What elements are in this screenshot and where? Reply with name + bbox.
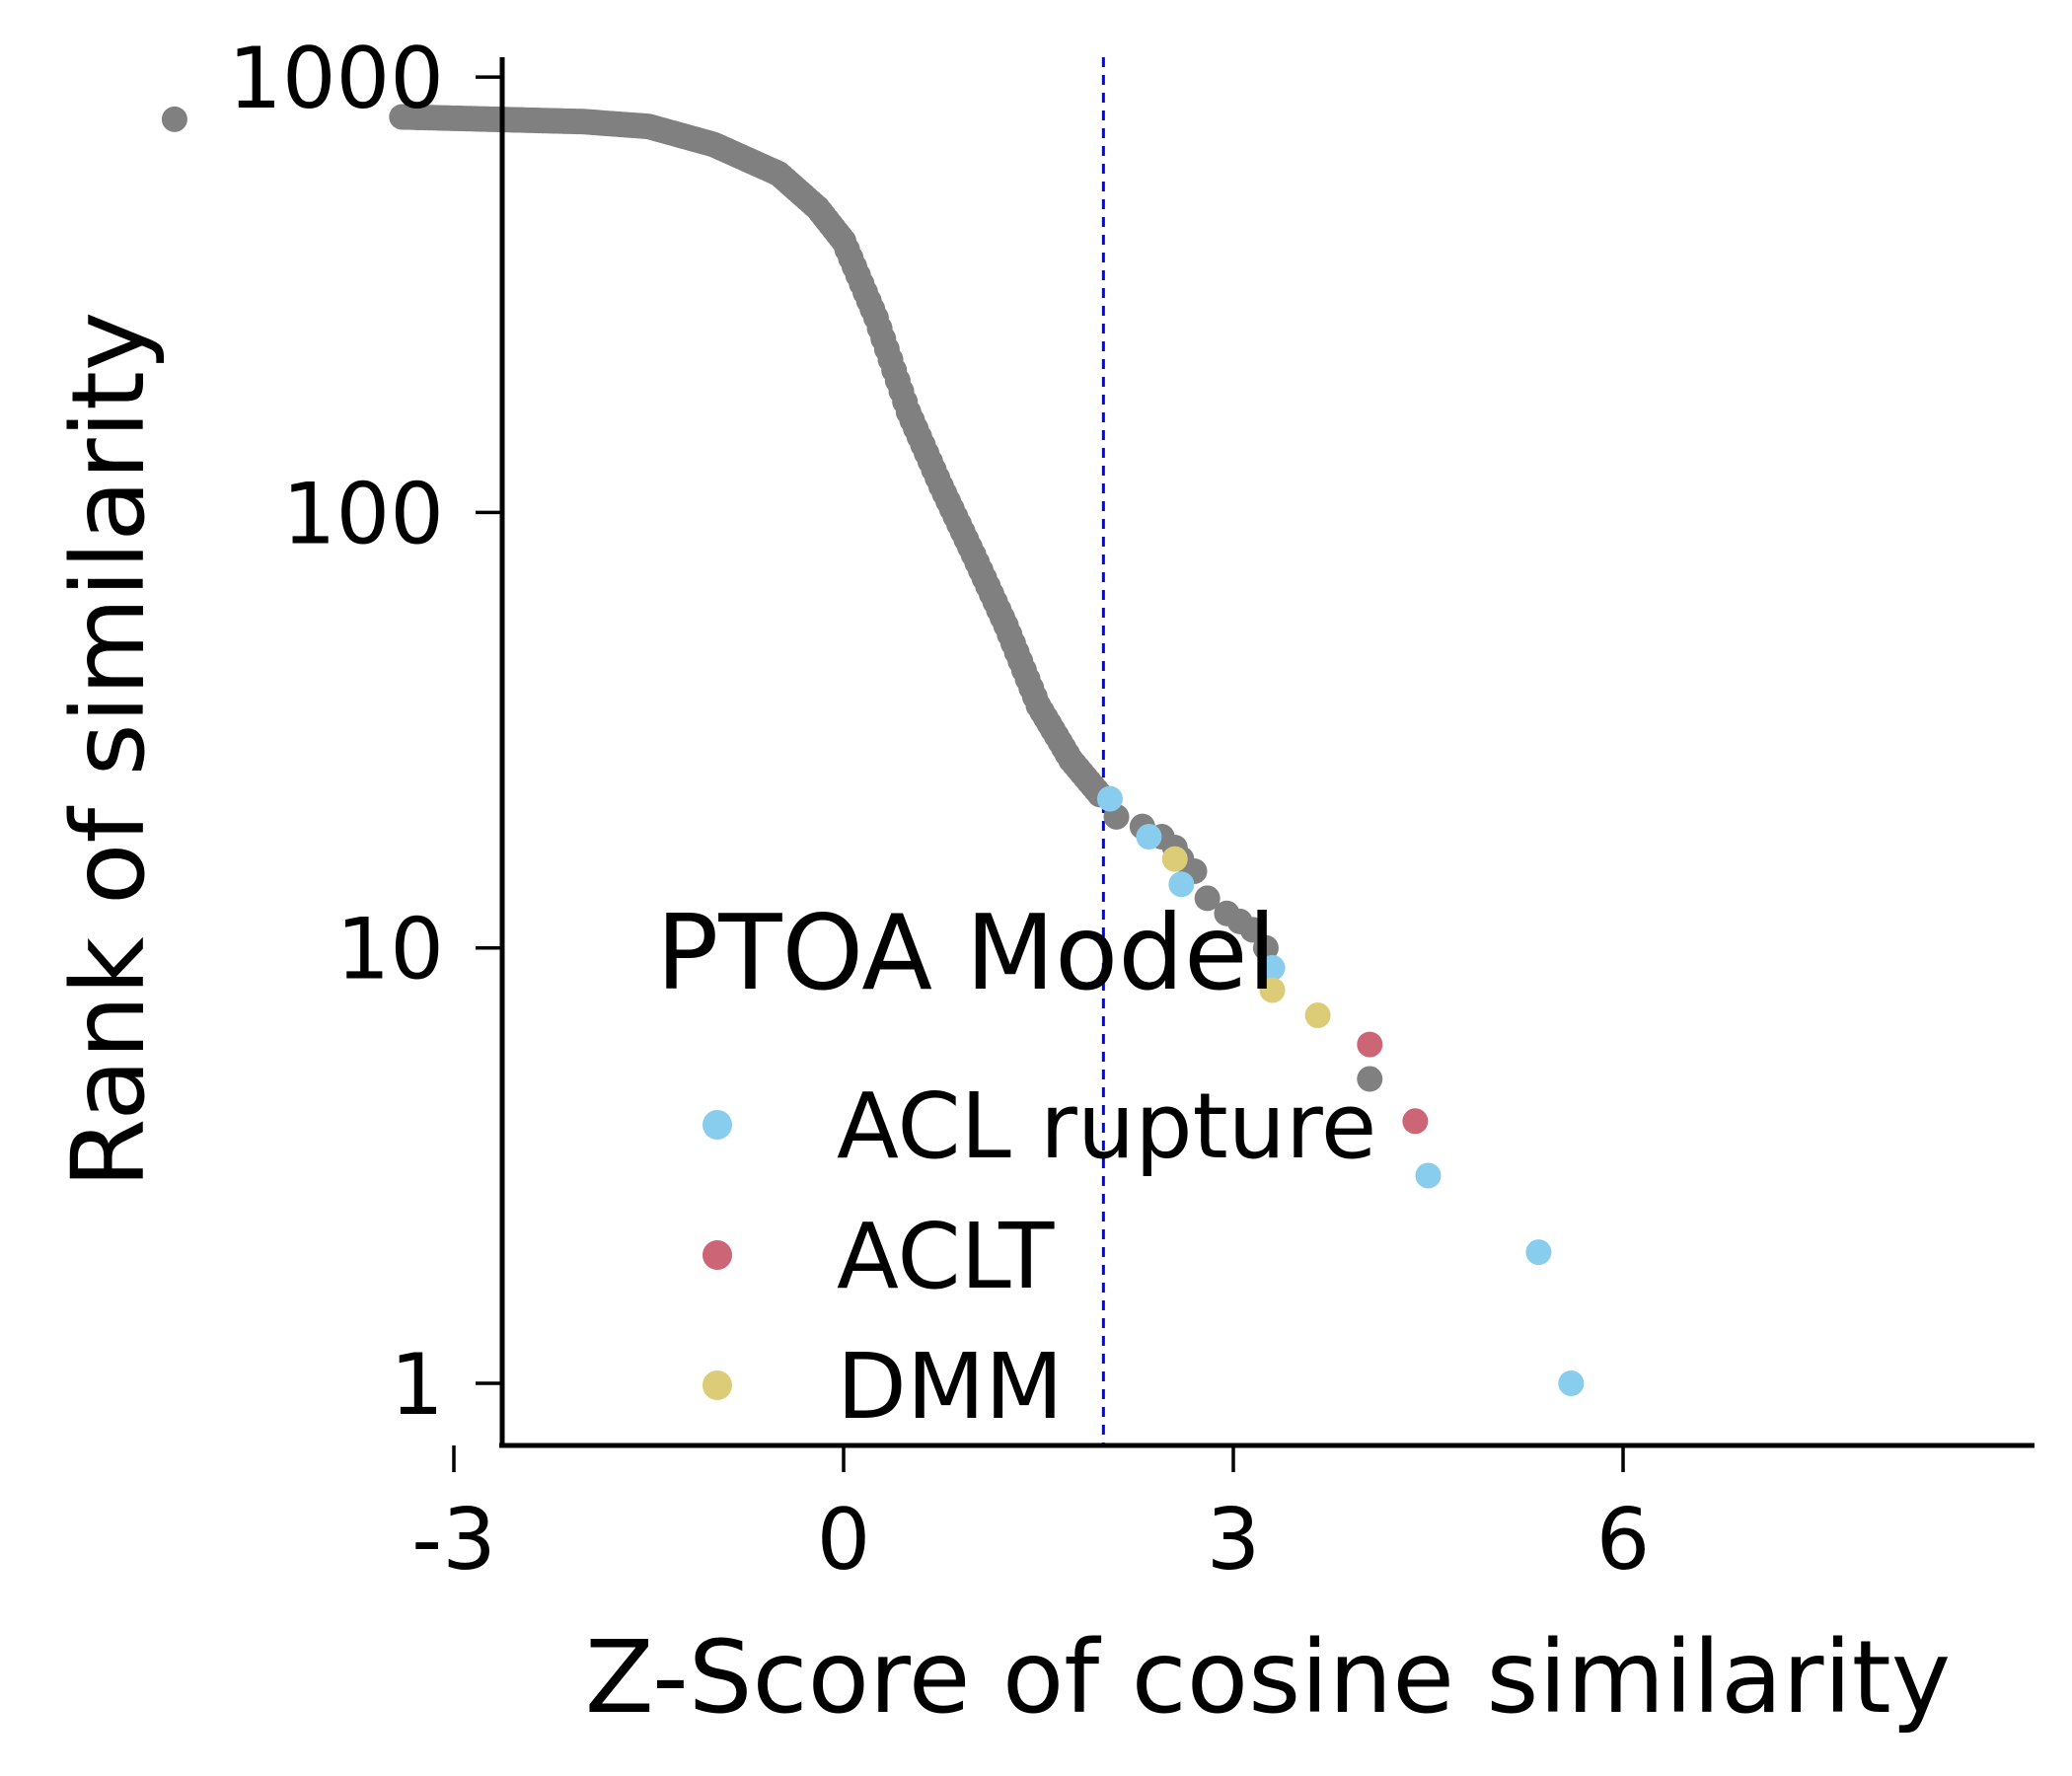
y-axis-label: Rank of similarity [50,312,168,1189]
data-point-acl-rupture [1558,1370,1585,1396]
x-tick-label: -3 [411,1491,496,1590]
data-point-acl-rupture [1168,871,1195,898]
legend-marker [703,1240,732,1270]
data-point-dmm [1304,1002,1331,1029]
y-tick-label: 100 [282,465,444,563]
legend-marker [703,1370,732,1400]
data-point-acl-rupture [1525,1239,1552,1266]
data-point-dmm [1259,977,1286,1003]
x-tick-label: 0 [817,1491,871,1590]
x-axis-label: Z-Score of cosine similarity [585,1619,1951,1737]
legend-title: PTOA Model [656,893,1277,1013]
data-point-background [161,106,187,132]
axes [499,57,2035,1448]
x-tick-label: 6 [1596,1491,1651,1590]
data-point-acl-rupture [1415,1162,1442,1189]
legend: PTOA Model ACL rupture ACLT DMM [656,893,1376,1440]
data-point-background [1239,917,1266,943]
data-point-background [1252,934,1279,961]
y-tick-label: 1000 [228,30,444,128]
data-points [161,104,1585,1396]
y-tick-label: 10 [336,901,444,999]
data-point-acl-rupture [1259,954,1286,981]
legend-label: DMM [837,1334,1064,1440]
legend-label: ACL rupture [837,1073,1376,1179]
x-tick-label: 3 [1207,1491,1261,1590]
data-point-background [1194,885,1221,912]
data-point-aclt [1357,1031,1383,1058]
data-point-dmm [1161,846,1188,872]
y-tick-label: 1 [390,1336,444,1435]
data-point-acl-rupture [1136,824,1162,851]
data-point-aclt [1402,1108,1429,1135]
legend-marker [703,1110,732,1140]
data-point-background [1357,1066,1383,1092]
data-point-acl-rupture [1096,785,1123,812]
legend-label: ACLT [837,1204,1055,1309]
